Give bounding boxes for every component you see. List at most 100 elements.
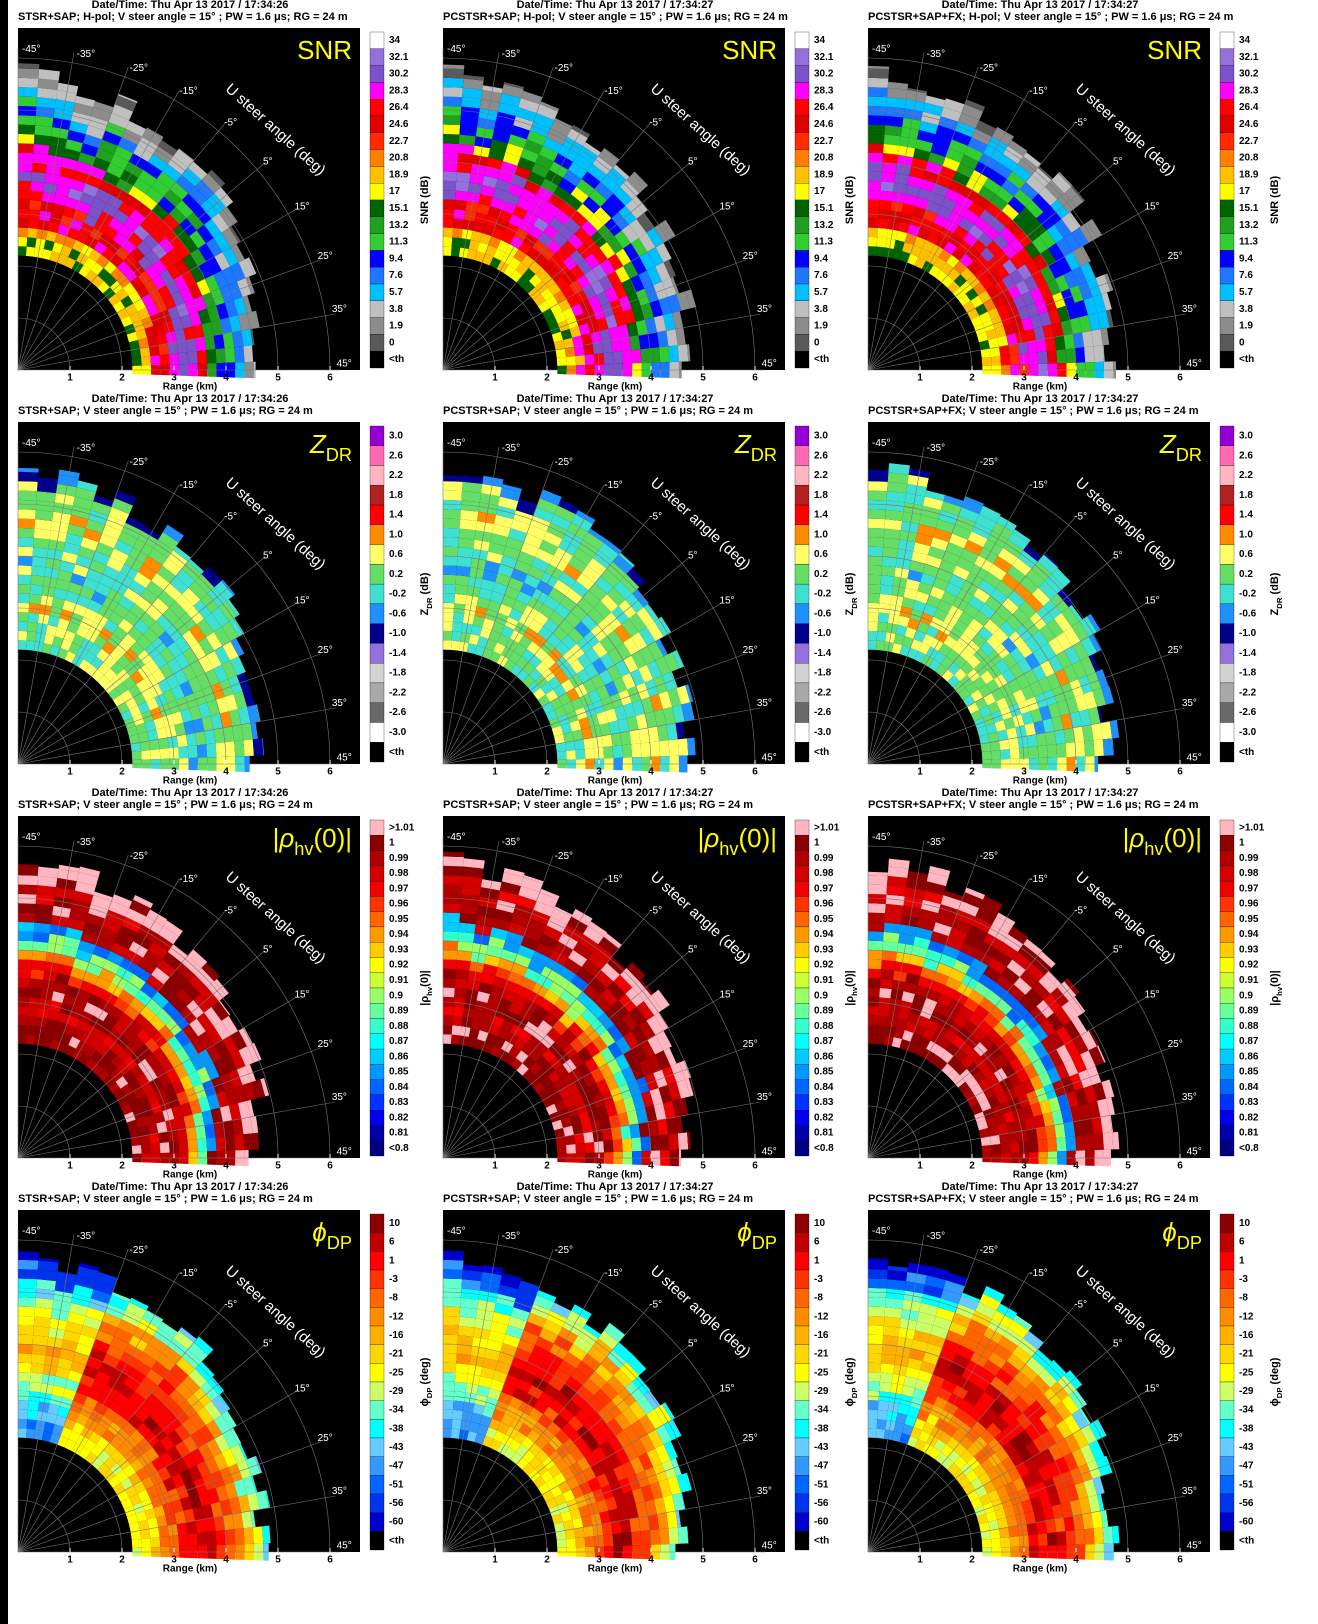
angle-label: 35° [332, 1486, 347, 1497]
radar-cell [885, 116, 903, 127]
radar-cell [1038, 351, 1048, 364]
range-tick-label: 6 [1177, 373, 1183, 384]
colorbar-cell [370, 881, 384, 896]
radar-cell [195, 337, 206, 351]
radar-cell [443, 997, 454, 1007]
colorbar-cell [1220, 1110, 1234, 1125]
radar-cell [18, 547, 33, 557]
range-tick-label: 5 [1125, 1161, 1131, 1172]
radar-cell [443, 1353, 457, 1363]
colorbar-cell [370, 722, 384, 742]
radar-cell [31, 1354, 45, 1365]
radar-cell [602, 340, 613, 353]
panel-label-sub: hv [294, 839, 314, 859]
radar-cell [27, 1419, 37, 1429]
colorbar-label: 0.2 [1239, 569, 1253, 580]
angle-label: -5° [1074, 906, 1087, 917]
radar-cell [1093, 1133, 1103, 1150]
radar-cell [34, 922, 51, 933]
radar-cell [443, 143, 459, 153]
angle-label: -35° [77, 443, 95, 454]
radar-cell [1008, 738, 1019, 749]
radar-cell [868, 78, 888, 88]
colorbar-label: 1.8 [1239, 490, 1253, 501]
radar-cell [557, 357, 567, 366]
angle-label: -45° [447, 438, 465, 449]
colorbar-cell [1220, 485, 1234, 505]
colorbar-label: 5.7 [389, 287, 403, 298]
angle-label: 45° [762, 753, 777, 764]
range-tick-label: 2 [119, 373, 125, 384]
radar-cell [611, 733, 622, 746]
colorbar-label: 0 [389, 337, 395, 348]
radar-cell [33, 144, 49, 155]
colorbar-cell [795, 334, 809, 351]
colorbar-label: 0.95 [1239, 914, 1259, 925]
angle-label: -45° [22, 438, 40, 449]
panel-date: Date/Time: Thu Apr 13 2017 / 17:34:27 [942, 0, 1139, 11]
colorbar-label: 2.6 [389, 450, 403, 461]
radar-cell [443, 190, 456, 200]
colorbar-label: 0.85 [1239, 1067, 1259, 1078]
colorbar-cell [795, 446, 809, 466]
angle-label: 15° [294, 595, 309, 606]
radar-cell [885, 510, 903, 521]
radar-cell [443, 1391, 454, 1401]
radar-cell [443, 959, 457, 969]
colorbar-cell [370, 1125, 384, 1140]
radar-cell [443, 209, 454, 219]
angle-label: 45° [337, 1541, 352, 1552]
angle-label: 45° [337, 359, 352, 370]
colorbar-label: 0.91 [814, 975, 834, 986]
radar-cell [456, 1354, 470, 1365]
radar-cell [877, 228, 888, 238]
colorbar-cell [795, 301, 809, 318]
colorbar-label: 1.9 [814, 321, 828, 332]
colorbar-cell [1220, 234, 1234, 251]
colorbar-label: 0.85 [814, 1067, 834, 1078]
colorbar-cell [1220, 1003, 1234, 1018]
radar-cell [877, 1016, 888, 1026]
angle-label: 45° [1187, 753, 1202, 764]
radar-cell [150, 1537, 160, 1547]
radar-cell [1066, 742, 1076, 757]
colorbar-label: 1.4 [389, 510, 403, 521]
colorbar-title-main: |ρ [1269, 996, 1281, 1006]
angle-label: -15° [179, 1268, 197, 1279]
colorbar-cell [795, 564, 809, 584]
radar-cell [1036, 1127, 1047, 1140]
range-tick-label: 4 [223, 1555, 229, 1566]
colorbar-cell [795, 1125, 809, 1140]
colorbar-label: 0.9 [814, 990, 828, 1001]
radar-cell [443, 593, 455, 603]
colorbar-cell [795, 973, 809, 988]
range-axis-label: Range (km) [1013, 776, 1067, 787]
colorbar-cell [1220, 166, 1234, 183]
colorbar-cell [370, 1064, 384, 1079]
radar-cell [443, 903, 461, 913]
radar-cell [206, 1137, 216, 1151]
colorbar-cell [795, 896, 809, 911]
radar-cell [34, 1316, 51, 1327]
colorbar-label: 2.6 [1239, 450, 1253, 461]
radar-cell [443, 1419, 452, 1429]
angle-label: 5° [1113, 156, 1123, 167]
radar-cell [650, 741, 660, 756]
range-axis-label: Range (km) [1013, 382, 1067, 393]
radar-cell [868, 134, 884, 144]
radar-cell [141, 1538, 151, 1548]
colorbar-label: <th [389, 747, 404, 758]
colorbar-label: 0.6 [1239, 549, 1253, 560]
colorbar-label: 20.8 [389, 153, 409, 164]
radar-cell [1036, 733, 1047, 746]
radar-cell [886, 491, 906, 502]
colorbar-label: 0.94 [1239, 929, 1259, 940]
colorbar-cell [370, 663, 384, 683]
radar-cell [197, 744, 207, 758]
angle-label: -15° [179, 86, 197, 97]
colorbar-cell [1220, 1019, 1234, 1034]
colorbar-title: ϕDP (deg) [419, 1357, 434, 1406]
radar-cell [26, 247, 35, 257]
radar-cell [629, 1124, 640, 1139]
colorbar-cell [795, 866, 809, 881]
